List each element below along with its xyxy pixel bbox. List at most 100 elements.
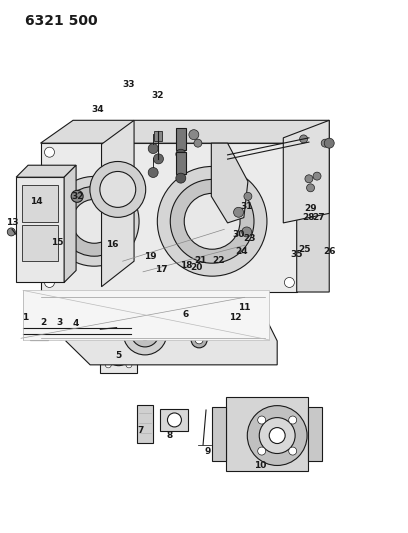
- Bar: [226, 397, 308, 471]
- Circle shape: [306, 184, 315, 192]
- Circle shape: [93, 322, 102, 333]
- Circle shape: [189, 130, 199, 140]
- Text: 2: 2: [40, 318, 47, 327]
- Circle shape: [167, 413, 182, 427]
- Circle shape: [7, 228, 15, 236]
- Bar: [155, 131, 162, 141]
- Text: 23: 23: [243, 235, 256, 244]
- Bar: [22, 224, 58, 261]
- Bar: [176, 128, 186, 150]
- Circle shape: [194, 139, 202, 147]
- Bar: [22, 185, 58, 222]
- Bar: [137, 296, 208, 349]
- Circle shape: [71, 190, 83, 203]
- Polygon shape: [211, 143, 248, 223]
- Circle shape: [299, 135, 308, 143]
- Bar: [137, 405, 153, 442]
- Text: 6321 500: 6321 500: [25, 14, 98, 28]
- Text: 18: 18: [180, 261, 193, 270]
- Circle shape: [162, 312, 182, 332]
- Text: 7: 7: [138, 426, 144, 435]
- Circle shape: [72, 199, 116, 243]
- Polygon shape: [102, 120, 134, 287]
- Text: 8: 8: [166, 431, 173, 440]
- Text: 16: 16: [106, 240, 119, 249]
- Circle shape: [284, 278, 294, 287]
- Bar: [213, 407, 226, 461]
- Text: 29: 29: [304, 204, 317, 213]
- Text: 34: 34: [91, 105, 104, 114]
- Circle shape: [155, 304, 191, 340]
- Circle shape: [289, 416, 297, 424]
- Polygon shape: [64, 165, 76, 282]
- Polygon shape: [283, 120, 329, 223]
- Bar: [308, 407, 322, 461]
- Circle shape: [259, 417, 295, 454]
- Circle shape: [269, 427, 285, 443]
- Circle shape: [44, 278, 55, 287]
- Text: 9: 9: [204, 447, 211, 456]
- Text: 21: 21: [195, 256, 207, 264]
- Polygon shape: [40, 143, 297, 292]
- Text: 5: 5: [115, 351, 122, 360]
- Circle shape: [142, 301, 149, 308]
- Text: 22: 22: [212, 256, 224, 264]
- Circle shape: [191, 332, 207, 348]
- Bar: [33, 325, 45, 337]
- Circle shape: [258, 416, 266, 424]
- Circle shape: [324, 138, 334, 148]
- Text: 26: 26: [323, 247, 335, 256]
- Circle shape: [44, 147, 55, 157]
- Text: 27: 27: [313, 213, 325, 222]
- Text: 1: 1: [22, 312, 28, 321]
- Circle shape: [284, 147, 294, 157]
- Circle shape: [258, 447, 266, 455]
- Text: 12: 12: [229, 313, 242, 322]
- Circle shape: [105, 362, 111, 368]
- Circle shape: [106, 342, 131, 366]
- Text: 15: 15: [51, 238, 63, 247]
- Circle shape: [242, 227, 252, 237]
- Circle shape: [197, 301, 204, 308]
- Bar: [30, 322, 48, 340]
- Text: 11: 11: [238, 303, 251, 312]
- Circle shape: [49, 176, 139, 266]
- Polygon shape: [297, 120, 329, 292]
- Circle shape: [244, 192, 252, 200]
- Text: 30: 30: [233, 230, 245, 239]
- Text: 6: 6: [182, 310, 189, 319]
- Circle shape: [59, 187, 129, 256]
- Circle shape: [176, 149, 186, 159]
- Circle shape: [153, 154, 164, 164]
- Text: 4: 4: [73, 319, 79, 328]
- Polygon shape: [40, 120, 329, 143]
- Text: 3: 3: [57, 318, 63, 327]
- Circle shape: [105, 340, 111, 345]
- Circle shape: [195, 336, 203, 344]
- Text: 33: 33: [122, 80, 135, 89]
- Text: 19: 19: [144, 253, 157, 261]
- Circle shape: [170, 180, 254, 263]
- Polygon shape: [16, 165, 76, 177]
- Bar: [100, 335, 137, 373]
- Circle shape: [184, 193, 240, 249]
- Text: 32: 32: [151, 91, 164, 100]
- Text: 13: 13: [6, 219, 18, 228]
- Text: 31: 31: [240, 203, 253, 212]
- Bar: [16, 177, 64, 282]
- Circle shape: [123, 311, 167, 355]
- Text: 10: 10: [254, 462, 266, 470]
- Polygon shape: [66, 292, 277, 365]
- Text: 28: 28: [303, 213, 315, 222]
- Circle shape: [305, 175, 313, 183]
- Circle shape: [126, 362, 132, 368]
- Circle shape: [126, 340, 132, 345]
- Polygon shape: [23, 290, 269, 340]
- Circle shape: [148, 167, 158, 177]
- Circle shape: [313, 172, 321, 180]
- Text: 24: 24: [235, 247, 248, 256]
- Text: 14: 14: [30, 197, 43, 206]
- Circle shape: [321, 139, 329, 147]
- Circle shape: [131, 319, 159, 347]
- Text: 32: 32: [71, 192, 83, 201]
